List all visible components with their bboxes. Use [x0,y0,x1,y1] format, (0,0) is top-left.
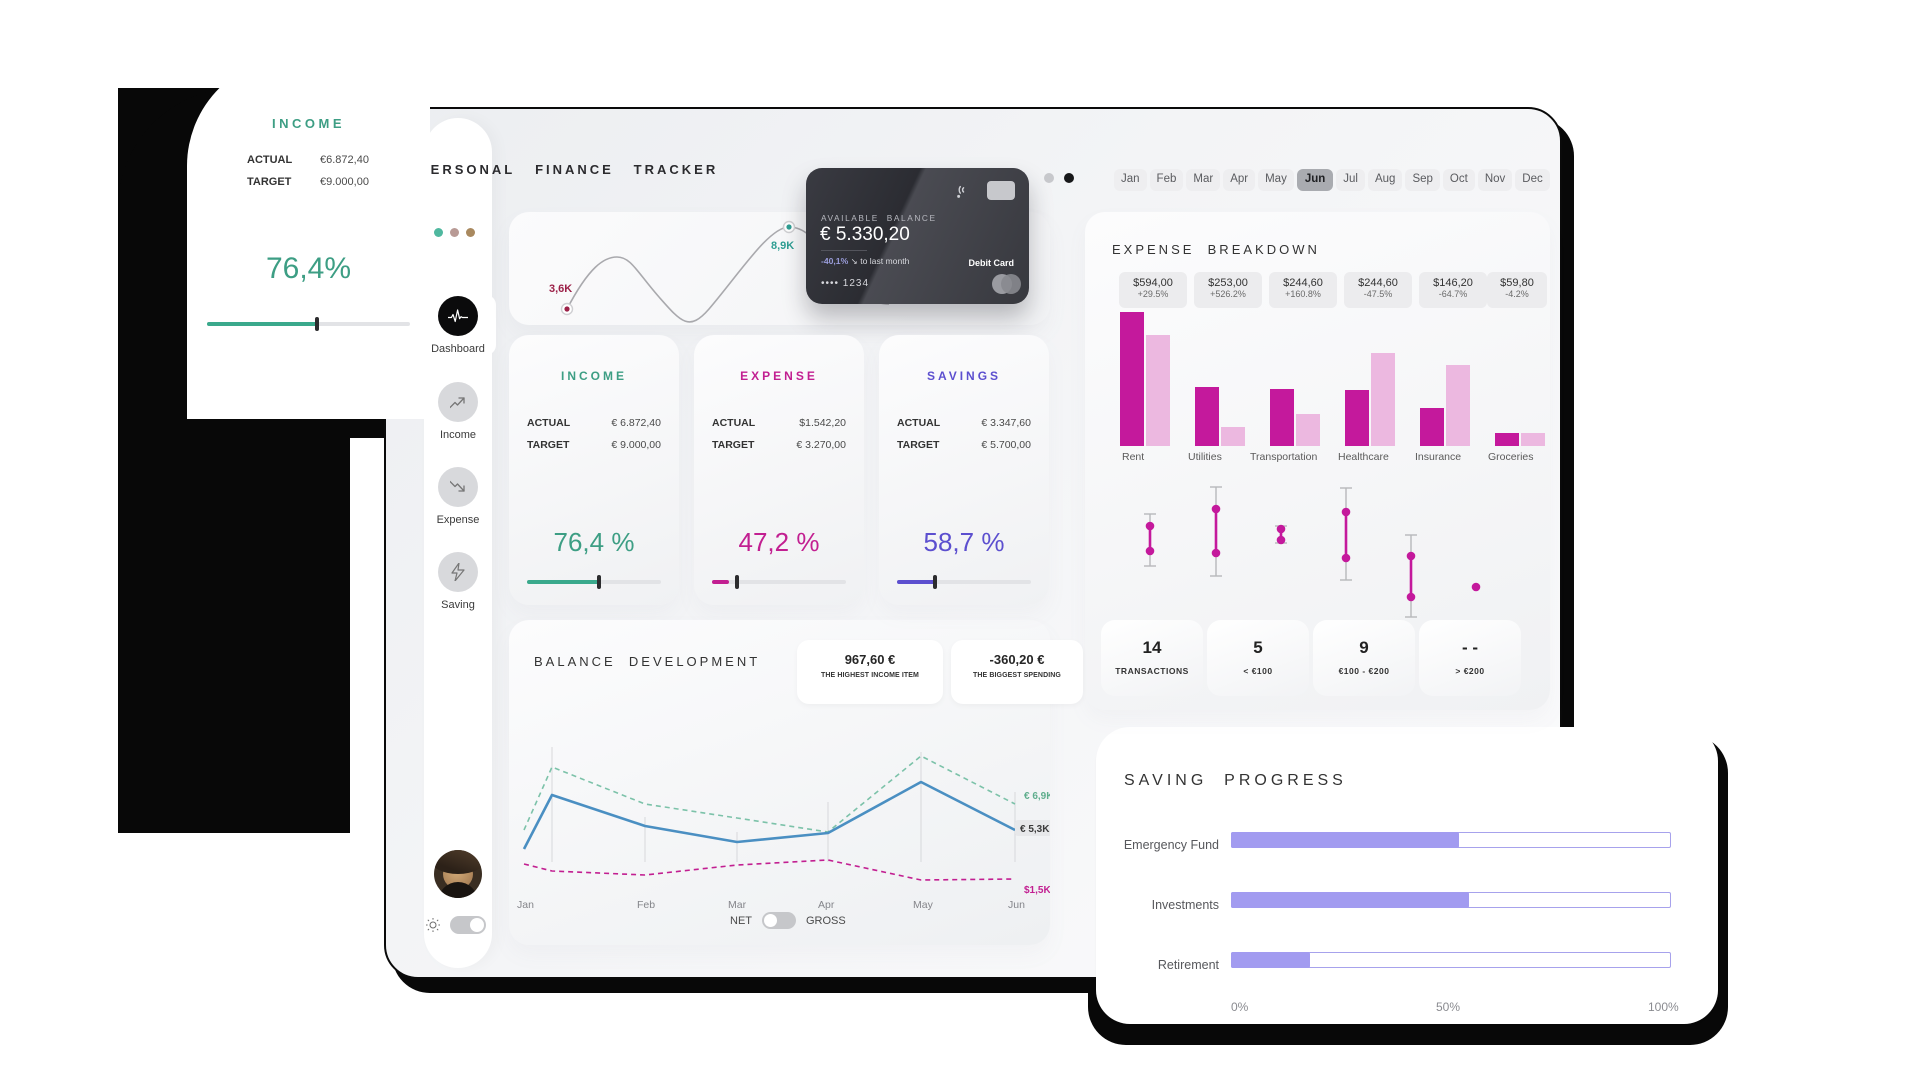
svg-text:Transportation: Transportation [1250,451,1317,463]
svg-text:Insurance: Insurance [1415,451,1461,463]
svg-text:$1,5K: $1,5K [1024,885,1050,896]
svg-text:Mar: Mar [728,899,747,911]
svg-text:Rent: Rent [1122,451,1144,463]
svg-text:Groceries: Groceries [1488,451,1534,463]
svg-text:Jan: Jan [517,899,534,911]
svg-text:Apr: Apr [818,899,835,911]
svg-text:Jun: Jun [1008,899,1025,911]
svg-text:€ 6,9K: € 6,9K [1024,791,1050,802]
svg-text:8,9K: 8,9K [771,240,794,252]
svg-text:Healthcare: Healthcare [1338,451,1389,463]
svg-text:Feb: Feb [637,899,655,911]
svg-text:3,6K: 3,6K [549,283,572,295]
svg-text:Utilities: Utilities [1188,451,1222,463]
svg-text:€ 5,3K: € 5,3K [1020,824,1050,835]
svg-text:May: May [913,899,934,911]
